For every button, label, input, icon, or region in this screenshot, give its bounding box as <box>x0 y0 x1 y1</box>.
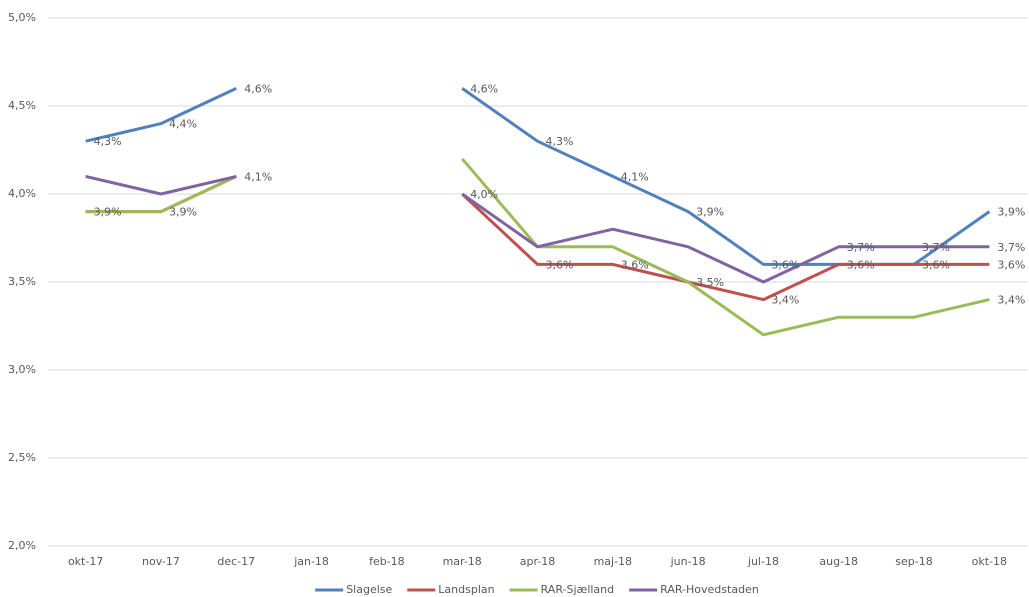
y-tick-label: 3,5% <box>8 275 36 288</box>
data-label: 3,9% <box>997 206 1025 219</box>
x-tick-label: feb-18 <box>369 555 405 568</box>
data-label: 3,7% <box>847 241 875 254</box>
x-tick-label: jul-18 <box>747 555 779 568</box>
data-label: 4,1% <box>244 170 272 183</box>
y-tick-label: 5,0% <box>8 11 36 24</box>
y-tick-label: 4,5% <box>8 99 36 112</box>
data-label: 3,4% <box>771 294 799 307</box>
legend-label: Slagelse <box>346 583 392 596</box>
legend-label: RAR-Sjælland <box>541 583 615 596</box>
data-label: 3,9% <box>696 206 724 219</box>
x-tick-label: sep-18 <box>895 555 932 568</box>
data-label: 4,6% <box>470 82 498 95</box>
legend-item: RAR-Sjælland <box>509 583 615 596</box>
data-label: 3,9% <box>94 206 122 219</box>
x-tick-label: apr-18 <box>520 555 556 568</box>
x-tick-label: okt-17 <box>68 555 103 568</box>
x-tick-label: maj-18 <box>594 555 632 568</box>
x-tick-label: jan-18 <box>293 555 329 568</box>
data-label: 4,1% <box>621 170 649 183</box>
data-label: 3,5% <box>696 276 724 289</box>
data-label: 4,3% <box>94 135 122 148</box>
data-label: 3,6% <box>997 258 1025 271</box>
series-line <box>85 174 990 284</box>
legend-label: Landsplan <box>438 583 494 596</box>
series-line <box>85 87 991 266</box>
x-tick-label: dec-17 <box>217 555 255 568</box>
data-label: 3,6% <box>847 258 875 271</box>
data-label: 4,3% <box>546 135 574 148</box>
legend-item: Slagelse <box>315 583 393 596</box>
legend-item: Landsplan <box>407 583 495 596</box>
x-tick-label: mar-18 <box>443 555 482 568</box>
y-tick-label: 3,0% <box>8 363 36 376</box>
data-label: 4,4% <box>169 118 197 131</box>
y-tick-label: 2,0% <box>8 539 36 552</box>
data-label: 3,6% <box>771 258 799 271</box>
data-label: 3,6% <box>922 258 950 271</box>
series-line <box>85 157 990 337</box>
data-label: 3,7% <box>922 241 950 254</box>
data-label: 4,0% <box>470 188 498 201</box>
y-tick-label: 4,0% <box>8 187 36 200</box>
data-label: 3,6% <box>546 258 574 271</box>
x-tick-label: nov-17 <box>142 555 180 568</box>
x-tick-label: aug-18 <box>819 555 858 568</box>
x-tick-label: jun-18 <box>670 555 706 568</box>
legend-item: RAR-Hovedstaden <box>629 583 759 596</box>
x-tick-label: okt-18 <box>972 555 1007 568</box>
data-label: 3,4% <box>997 294 1025 307</box>
data-label: 3,6% <box>621 258 649 271</box>
legend-label: RAR-Hovedstaden <box>660 583 759 596</box>
data-label: 3,9% <box>169 206 197 219</box>
y-tick-label: 2,5% <box>8 451 36 464</box>
data-label: 3,7% <box>997 241 1025 254</box>
series-line <box>85 175 990 302</box>
data-label: 4,6% <box>244 82 272 95</box>
